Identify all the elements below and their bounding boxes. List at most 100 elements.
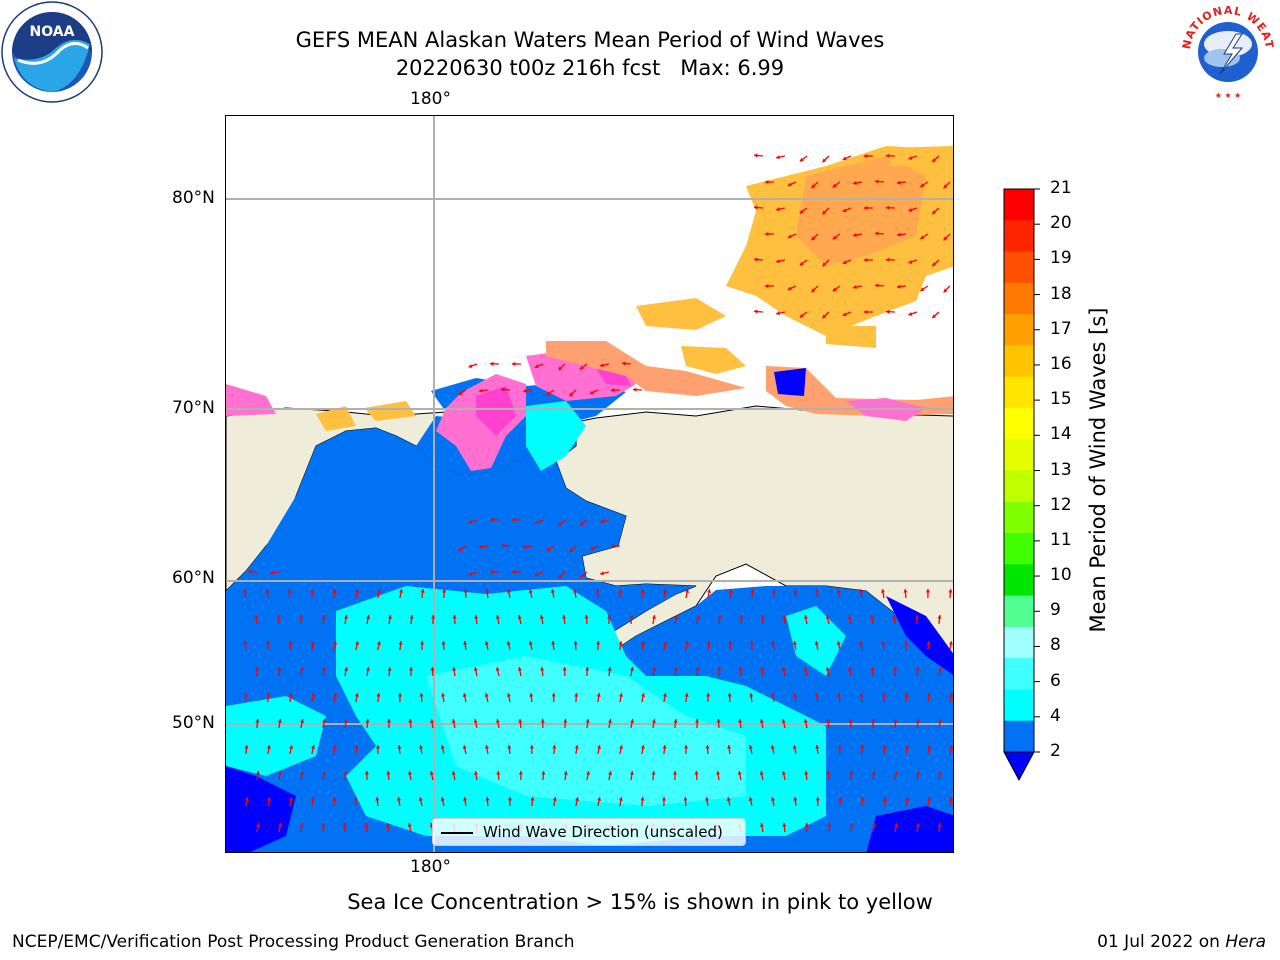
wave-arrow-head [863,257,868,263]
wave-arrow-head [822,158,827,163]
wave-arrow-head [728,641,733,645]
wave-arrow-head [354,589,359,593]
wave-arrow-head [716,771,721,775]
wave-arrow-head [409,615,414,619]
lon-label-bottom: 180° [410,857,451,877]
wave-arrow-head [550,589,555,593]
wave-arrow-head [826,719,831,723]
wave-arrow-head [243,693,248,697]
wave-arrow-head [943,236,948,241]
wave-arrow-head [255,719,260,723]
wave-arrow-head [948,745,953,749]
wave-arrow-head [517,667,522,671]
wave-arrow-head [849,771,854,775]
wave-arrow-head [376,693,381,697]
wave-arrow-head [386,771,391,775]
colorbar-tick-label: 16 [1050,353,1072,374]
colorbar-tick-label: 11 [1050,529,1072,550]
wave-arrow-head [267,797,272,801]
wave-arrow-head [495,667,500,671]
wave-arrow-head [792,693,797,697]
wave-arrow-head [822,262,827,267]
wave-arrow-head [893,667,898,671]
wave-arrow-head [288,641,293,645]
wave-arrow-head [332,797,337,801]
wave-arrow-head [354,693,359,697]
wave-arrow-head [528,641,533,645]
wave-arrow-head [585,667,590,671]
wave-arrow-head [523,388,527,393]
wave-arrow-head [870,615,875,619]
wave-arrow-head [489,361,494,366]
wave-arrow-head [804,823,809,827]
wave-arrow-head [562,667,567,671]
wave-arrow-head [683,797,688,801]
wave-arrow-head [938,719,943,723]
wave-arrow-head [518,771,523,775]
wave-arrow-head [468,364,473,368]
wave-arrow-head [489,569,494,574]
wave-arrow-head [506,589,511,593]
wave-arrow-head [799,157,804,162]
wave-arrow-head [600,571,604,576]
wave-arrow-head [485,797,490,801]
wave-arrow-head [409,667,414,671]
wave-arrow-head [468,572,473,576]
colorbar-tick-label: 20 [1050,213,1072,234]
wave-arrow-head [674,615,679,619]
wave-arrow-head [759,823,765,827]
wave-arrow-head [925,589,930,593]
wave-arrow-head [814,693,819,697]
wave-arrow-head [926,797,931,801]
wave-arrow-head [893,719,898,723]
wave-arrow-head [629,615,634,619]
caption-text: Sea Ice Concentration > 15% is shown in … [347,890,933,914]
colorbar-tick-label: 15 [1050,389,1072,410]
wave-arrow-head [387,615,392,619]
wave-arrow-head [451,719,456,723]
wave-arrow-head [600,519,604,524]
wave-arrow-head [441,641,446,645]
wave-arrow-head [949,693,953,697]
wave-arrow-head [574,745,579,749]
wave-arrow-head [695,615,701,619]
wave-arrow-head [387,667,392,671]
wave-arrow-head [799,261,804,266]
wave-arrow-head [299,615,304,619]
wave-arrow-head [255,771,260,775]
colorbar-tick-label: 17 [1050,318,1072,339]
wave-arrow-head [811,236,816,241]
wave-arrow-head [716,719,721,723]
wave-arrow-head [430,719,435,723]
wave-arrow-head [915,823,920,827]
wave-arrow-head [842,208,847,213]
wave-arrow-head [848,719,853,723]
wave-arrow-head [355,641,360,645]
wave-arrow-head [243,641,248,645]
wave-arrow-head [322,719,327,723]
wave-arrow-head [663,641,668,645]
wave-arrow-head [832,287,837,292]
wave-arrow-head [254,667,259,671]
map-canvas [226,116,953,852]
wave-arrow-head [753,205,758,210]
wave-arrow-head [321,823,326,827]
wave-arrow-head [673,719,678,723]
wave-arrow-head [289,797,294,801]
wave-arrow-head [484,745,490,749]
wave-arrow-head [943,184,948,189]
wave-arrow-head [662,745,667,749]
wave-arrow-head [397,693,403,697]
wave-arrow-head [885,309,890,314]
wave-arrow-head [398,641,403,645]
colorbar-segment [1004,595,1034,628]
wave-arrow-head [948,641,953,645]
colorbar-segment [1004,407,1034,440]
wave-arrow-head [408,719,413,723]
wave-arrow-head [776,207,780,212]
wave-arrow-head [903,589,908,593]
wave-arrow-head [926,641,931,645]
wave-arrow-head [552,797,557,801]
wave-arrow-head [396,797,402,801]
wave-arrow-head [853,285,857,290]
